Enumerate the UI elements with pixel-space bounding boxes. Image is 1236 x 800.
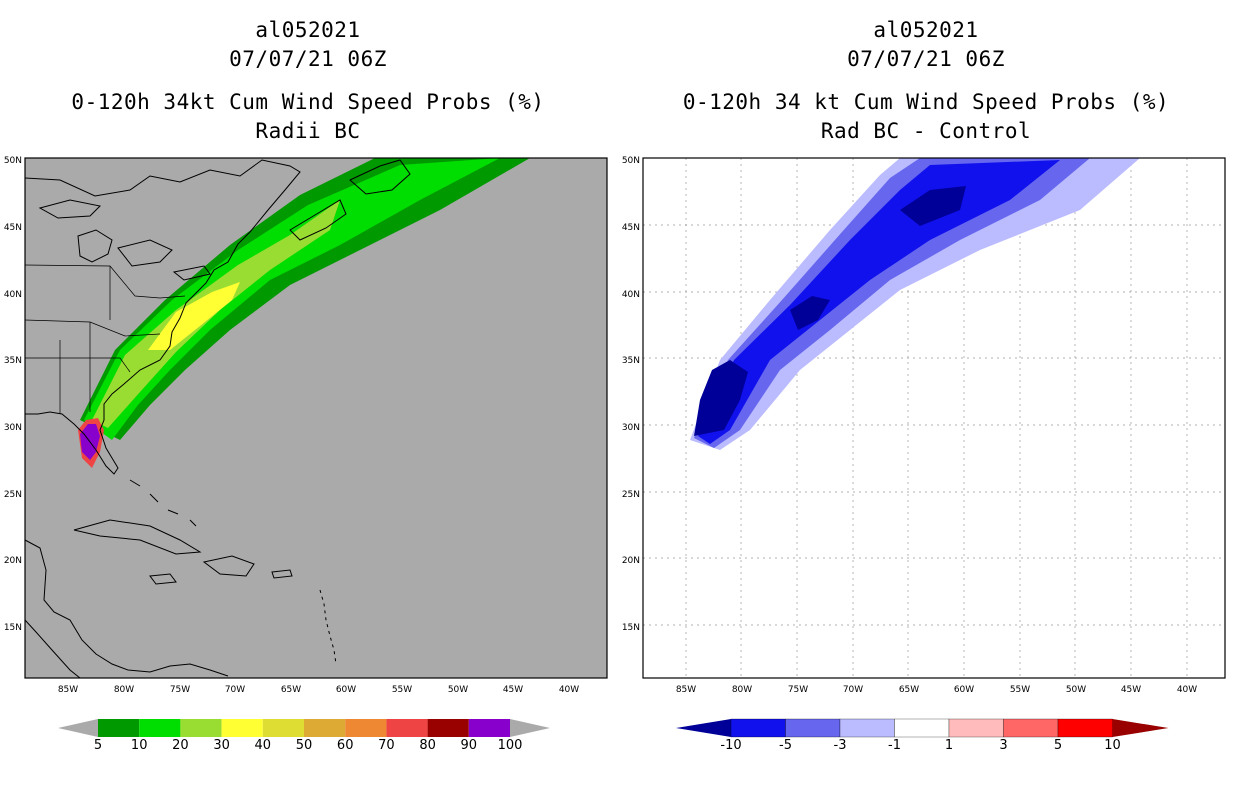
left-colorbar: 5 10 20 30 40 50 60 70 80 90 100 <box>58 719 550 753</box>
right-colorbar-swatch <box>1057 718 1113 738</box>
right-colorbar-swatch <box>894 718 950 738</box>
right-lat-labels: 50N 45N 40N 35N 30N 25N 20N 15N <box>622 156 640 633</box>
right-map-frame <box>642 157 1226 679</box>
right-colorbar-swatch <box>839 718 895 738</box>
left-panel-header: al052021 07/07/21 06Z 0-120h 34kt Cum Wi… <box>8 16 608 146</box>
right-colorbar-swatch <box>785 718 841 738</box>
left-datetime: 07/07/21 06Z <box>229 47 387 71</box>
right-storm-id: al052021 <box>873 18 979 42</box>
left-lon-label: 70W <box>225 685 245 695</box>
left-colorbar-swatch <box>468 719 510 737</box>
left-colorbar-swatch <box>427 719 469 737</box>
right-colorbar-min-arrow <box>676 719 731 737</box>
left-subtitle: Radii BC <box>255 119 361 143</box>
left-colorbar-swatch <box>98 719 140 737</box>
right-lon-label: 45W <box>1121 685 1141 695</box>
left-colorbar-max-arrow <box>510 719 550 737</box>
left-lat-label: 20N <box>4 556 22 566</box>
right-subtitle: Rad BC - Control <box>820 119 1032 143</box>
right-lon-label: 50W <box>1066 685 1086 695</box>
right-colorbar-max-arrow <box>1112 719 1169 737</box>
left-lat-label: 30N <box>4 423 22 433</box>
right-lon-labels: 85W 80W 75W 70W 65W 60W 55W 50W 45W 40W <box>676 685 1197 695</box>
left-lat-label: 40N <box>4 290 22 300</box>
right-colorbar-label: -5 <box>779 738 792 753</box>
right-colorbar-label: 3 <box>999 738 1007 753</box>
left-colorbar-swatch <box>180 719 222 737</box>
right-lon-label: 70W <box>843 685 863 695</box>
right-lon-label: 75W <box>788 685 808 695</box>
right-gridlines <box>643 158 1225 678</box>
left-lon-label: 55W <box>392 685 412 695</box>
left-lat-label: 35N <box>4 356 22 366</box>
left-colorbar-label: 30 <box>213 738 230 753</box>
left-colorbar-swatch <box>221 719 263 737</box>
right-lat-label: 50N <box>622 156 640 166</box>
right-colorbar-swatch <box>1003 718 1059 738</box>
right-colorbar-label: 1 <box>945 738 953 753</box>
left-lat-label: 45N <box>4 223 22 233</box>
left-colorbar-label: 100 <box>498 738 523 753</box>
left-colorbar-label: 50 <box>296 738 313 753</box>
left-colorbar-label: 5 <box>94 738 102 753</box>
left-colorbar-min-arrow <box>58 719 98 737</box>
left-title: 0-120h 34kt Cum Wind Speed Probs (%) <box>71 90 545 114</box>
left-map <box>24 157 608 679</box>
left-colorbar-label: 20 <box>172 738 189 753</box>
right-panel-header: al052021 07/07/21 06Z 0-120h 34 kt Cum W… <box>626 16 1226 146</box>
left-colorbar-label: 40 <box>255 738 272 753</box>
right-colorbar-label: -3 <box>834 738 847 753</box>
right-lon-label: 55W <box>1010 685 1030 695</box>
left-lon-label: 75W <box>170 685 190 695</box>
left-storm-id: al052021 <box>255 18 361 42</box>
left-lon-labels: 85W 80W 75W 70W 65W 60W 55W 50W 45W 40W <box>58 685 579 695</box>
left-lon-label: 50W <box>448 685 468 695</box>
left-colorbar-label: 60 <box>337 738 354 753</box>
left-map-frame <box>24 157 608 679</box>
left-lat-labels: 50N 45N 40N 35N 30N 25N 20N 15N <box>4 156 22 633</box>
right-lat-label: 25N <box>622 490 640 500</box>
right-colorbar: -10 -5 -3 -1 1 3 5 10 <box>676 718 1169 753</box>
left-lon-label: 60W <box>336 685 356 695</box>
left-colorbar-swatch <box>386 719 428 737</box>
right-colorbar-swatch <box>948 718 1004 738</box>
left-lat-label: 25N <box>4 490 22 500</box>
left-colorbar-label: 70 <box>378 738 395 753</box>
right-lon-label: 60W <box>954 685 974 695</box>
left-lon-label: 40W <box>559 685 579 695</box>
left-colorbar-swatch <box>262 719 304 737</box>
left-colorbar-label: 90 <box>461 738 478 753</box>
right-colorbar-label: 10 <box>1104 738 1121 753</box>
left-lon-label: 45W <box>503 685 523 695</box>
left-lon-label: 80W <box>114 685 134 695</box>
left-lat-label: 15N <box>4 623 22 633</box>
right-colorbar-label: -10 <box>720 738 741 753</box>
left-colorbar-label: 80 <box>419 738 436 753</box>
right-colorbar-label: -1 <box>888 738 901 753</box>
right-lat-label: 45N <box>622 223 640 233</box>
right-lat-label: 30N <box>622 423 640 433</box>
right-lon-label: 80W <box>732 685 752 695</box>
right-lat-label: 20N <box>622 556 640 566</box>
left-lon-label: 65W <box>281 685 301 695</box>
right-map <box>642 157 1226 679</box>
left-lat-label: 50N <box>4 156 22 166</box>
left-colorbar-swatch <box>345 719 387 737</box>
left-colorbar-swatch <box>304 719 346 737</box>
right-colorbar-swatch <box>730 718 786 738</box>
right-datetime: 07/07/21 06Z <box>847 47 1005 71</box>
right-colorbar-label: 5 <box>1054 738 1062 753</box>
left-colorbar-swatch <box>139 719 181 737</box>
left-lon-label: 85W <box>58 685 78 695</box>
left-colorbar-label: 10 <box>131 738 148 753</box>
right-lon-label: 65W <box>899 685 919 695</box>
right-lon-label: 85W <box>676 685 696 695</box>
right-lat-label: 40N <box>622 290 640 300</box>
right-lat-label: 35N <box>622 356 640 366</box>
right-title: 0-120h 34 kt Cum Wind Speed Probs (%) <box>682 90 1170 114</box>
right-lat-label: 15N <box>622 623 640 633</box>
right-lon-label: 40W <box>1177 685 1197 695</box>
